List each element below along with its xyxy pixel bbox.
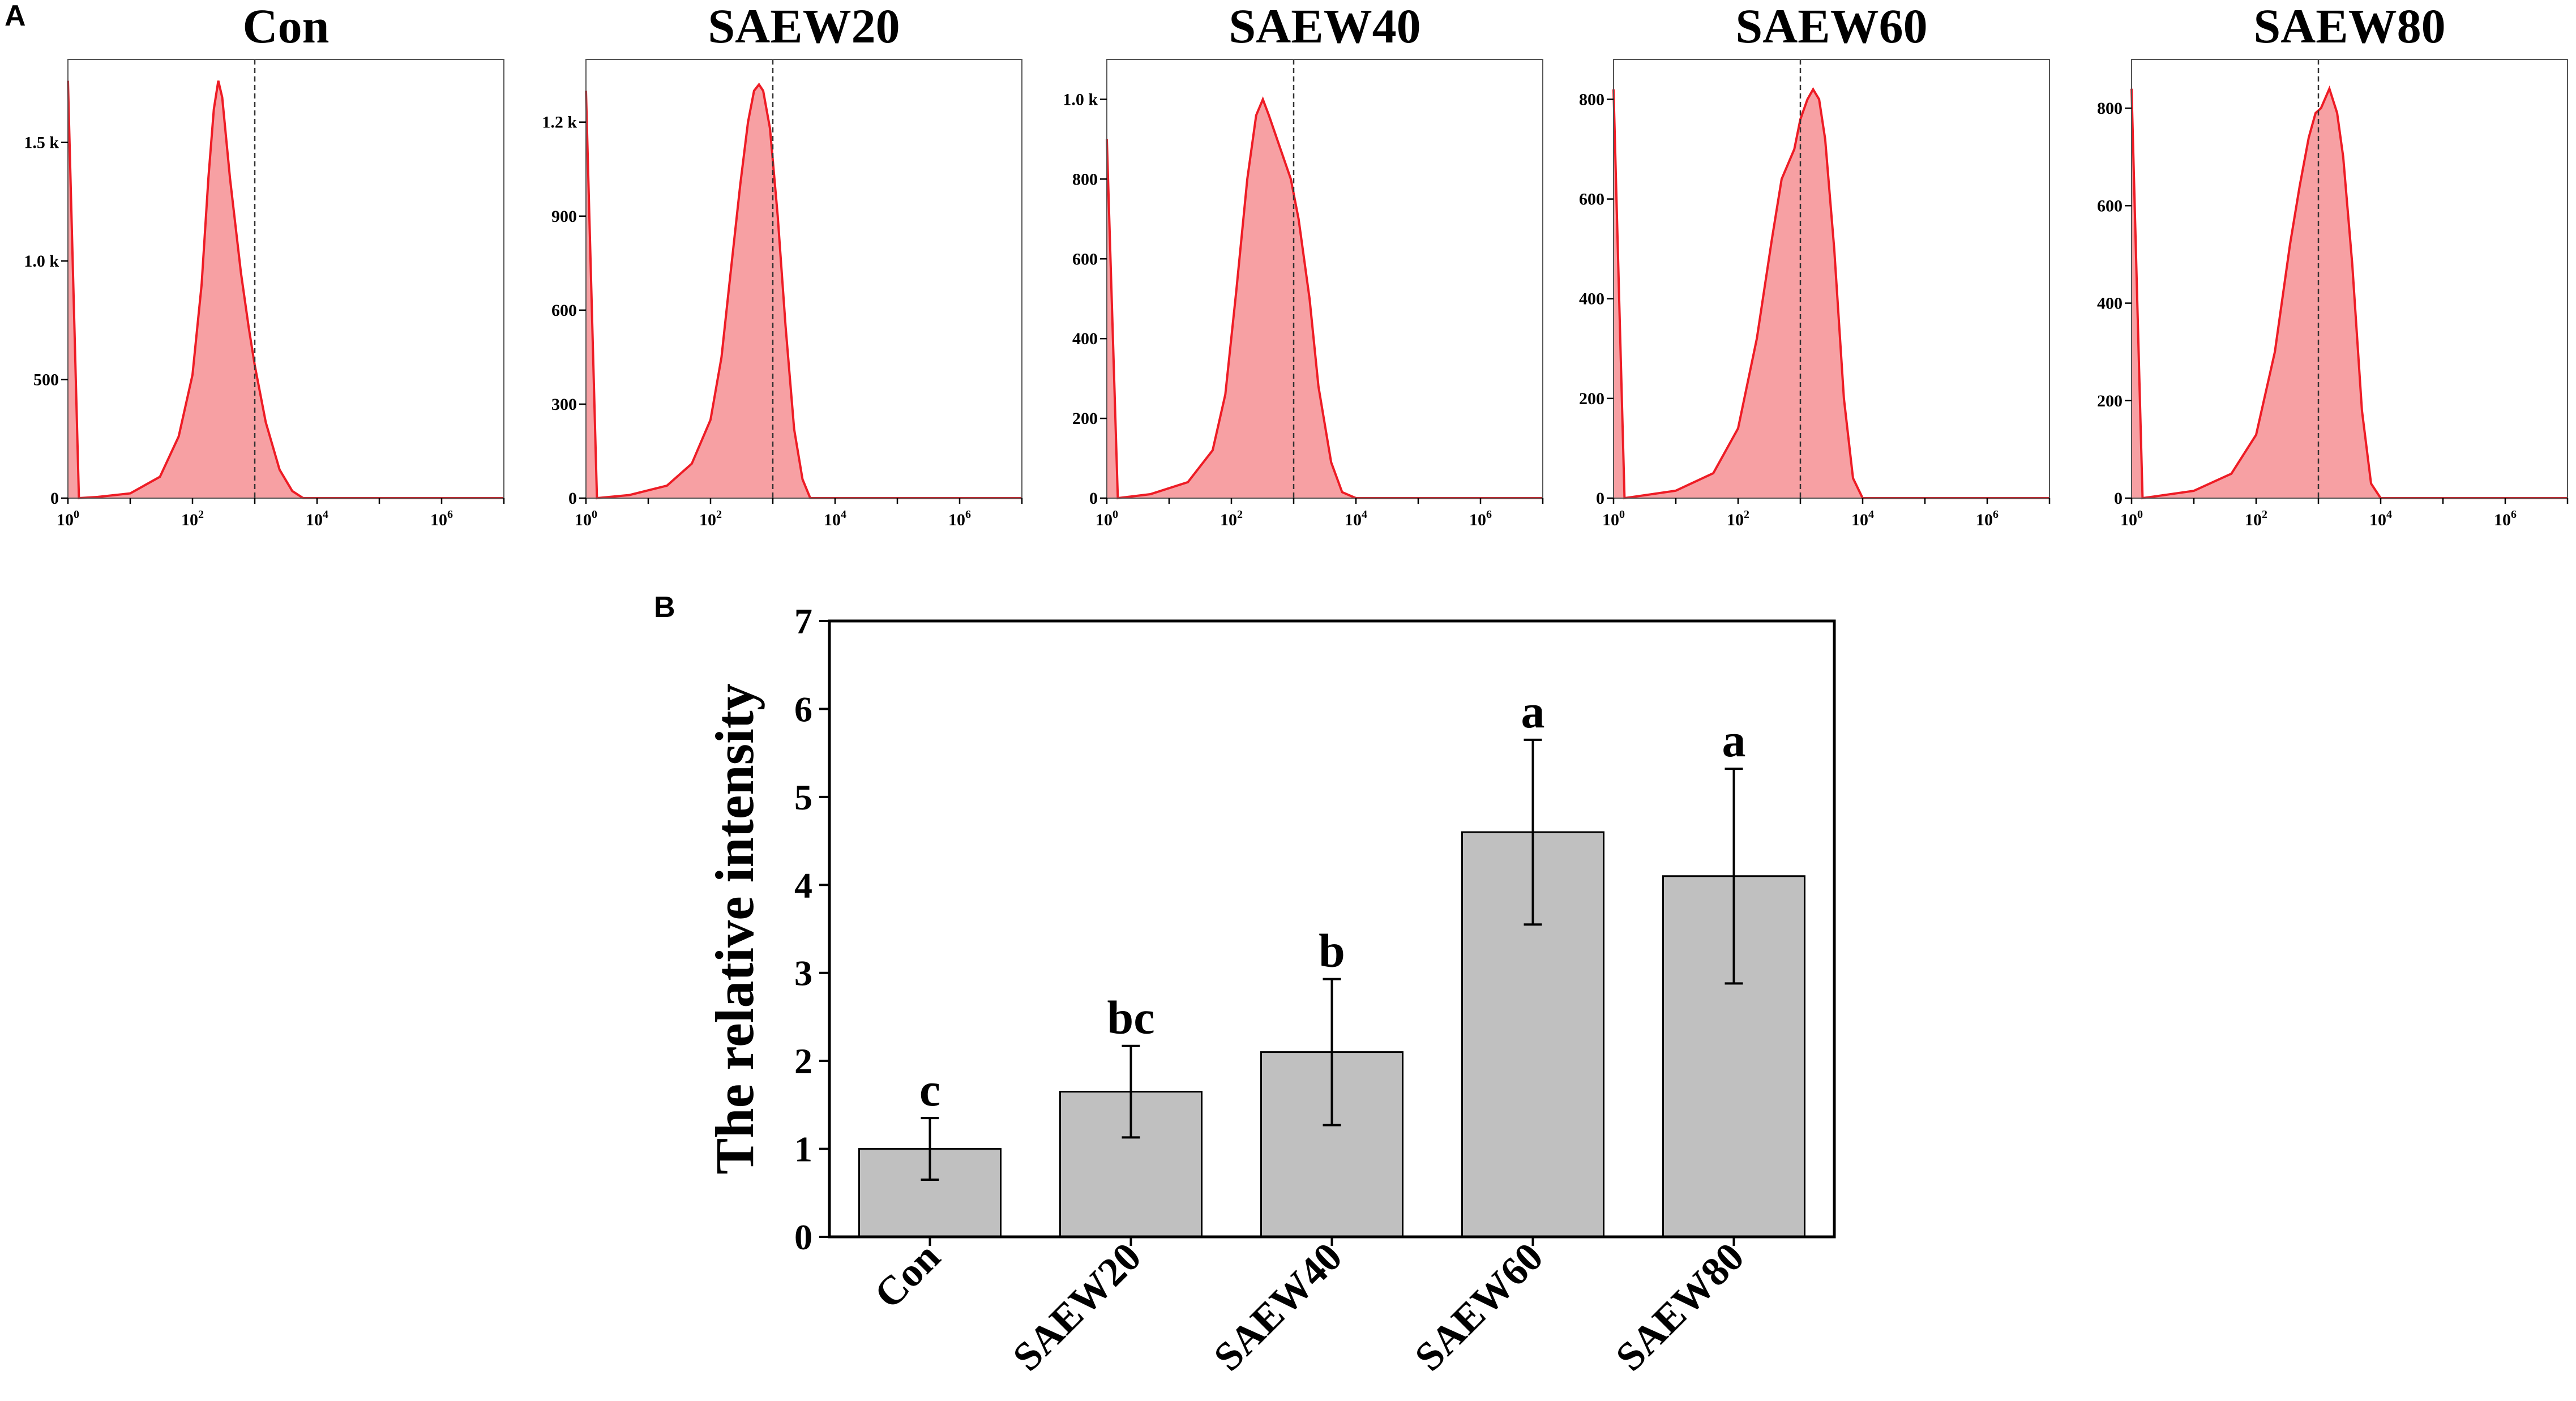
panel-b-label: B [654,591,675,624]
histogram-title: SAEW20 [708,0,900,53]
x-tick-label: 104 [306,508,328,529]
x-tick-label: 102 [181,508,204,529]
histogram-area [586,84,1022,499]
y-tick-label: 400 [2097,294,2123,313]
y-tick-label: 400 [1579,290,1604,309]
y-tick-label: 0 [568,489,577,508]
x-tick-label: 102 [1727,508,1749,529]
histogram-SAEW40: SAEW40 0 200 400 600 800 1.0 k 100 102 104 106 [1063,0,1544,529]
x-tick-label: 100 [57,508,79,529]
y-tick-label: 1.5 k [24,134,59,152]
histogram-area [68,80,504,498]
histogram-line [67,80,504,500]
histogram-SAEW60: SAEW60 0 200 400 600 800 100 102 104 106 [1579,0,2051,529]
x-tick-label: 106 [2494,508,2517,529]
bar-category-label: SAEW40 [1205,1234,1350,1379]
panel-a-label: A [5,0,26,32]
histogram-line [2130,85,2568,500]
histogram-title: SAEW60 [1735,0,1927,53]
bar-y-tick-label: 7 [794,601,812,641]
bar-y-tick-label: 1 [794,1129,812,1169]
bar-group-SAEW80: a SAEW80 [1607,714,1805,1379]
histogram-frame [2131,59,2568,499]
y-tick-label: 600 [551,301,577,320]
y-tick-label: 600 [2097,196,2123,215]
bar-y-tick-label: 4 [794,865,812,905]
y-tick-label: 400 [1072,329,1098,348]
bar-category-label: Con [866,1234,949,1317]
y-tick-label: 200 [1579,389,1604,408]
histogram-frame [1613,59,2050,499]
bar-group-Con: c Con [858,1064,1002,1317]
histogram-title: Con [243,0,330,53]
x-tick-label: 106 [1976,508,1999,529]
y-tick-label: 1.2 k [542,113,577,132]
significance-label: bc [1107,992,1155,1044]
y-tick-label: 800 [1072,170,1098,188]
histogram-line [1106,96,1543,500]
x-tick-label: 100 [575,508,597,529]
x-tick-label: 100 [1096,508,1118,529]
histogram-area [2132,88,2568,498]
histogram-title: SAEW40 [1229,0,1420,53]
x-tick-label: 104 [1851,508,1874,529]
x-tick-label: 104 [2369,508,2392,529]
significance-label: b [1319,925,1345,978]
histogram-area [1107,99,1543,498]
y-tick-label: 800 [1579,90,1604,109]
y-tick-label: 800 [2097,99,2123,118]
bar-y-tick-label: 6 [794,689,812,729]
histogram-title: SAEW80 [2253,0,2445,53]
x-tick-label: 100 [2120,508,2143,529]
histogram-SAEW80: SAEW80 0 200 400 600 800 100 102 104 106 [2097,0,2569,529]
histogram-Con: Con 0 500 1.0 k 1.5 k 100 102 104 106 [24,0,505,529]
y-tick-label: 600 [1579,190,1604,209]
y-tick-label: 0 [50,489,59,508]
y-tick-label: 0 [1596,489,1604,508]
bar-category-label: SAEW80 [1607,1234,1752,1379]
x-tick-label: 102 [2245,508,2267,529]
x-tick-label: 106 [948,508,971,529]
y-tick-label: 600 [1072,250,1098,268]
bar-group-SAEW40: b SAEW40 [1205,925,1403,1379]
bar-y-tick-label: 5 [794,777,812,817]
y-tick-label: 500 [33,371,59,389]
bar-category-label: SAEW20 [1004,1234,1149,1379]
y-tick-label: 1.0 k [24,252,59,271]
bar-y-tick-label: 3 [794,953,812,993]
bar-chart: 0 1 2 3 4 5 6 7 The relative intensity c Con bc SAEW… [704,601,1836,1379]
x-tick-label: 106 [430,508,453,529]
y-tick-label: 200 [2097,392,2123,410]
histogram-line [585,82,1022,500]
y-tick-label: 300 [551,395,577,414]
bar-y-axis-label: The relative intensity [704,683,765,1174]
histogram-frame [67,59,504,499]
significance-label: c [919,1064,940,1116]
y-tick-label: 1.0 k [1063,90,1098,109]
bar-group-SAEW60: a SAEW60 [1406,685,1604,1379]
x-tick-label: 100 [1602,508,1625,529]
x-tick-label: 104 [1345,508,1367,529]
x-tick-label: 102 [1220,508,1243,529]
histogram-area [1614,89,2049,499]
bar-category-label: SAEW60 [1406,1234,1551,1379]
bar-y-tick-label: 0 [794,1217,812,1257]
bar-y-tick-label: 2 [794,1041,812,1081]
x-tick-label: 104 [824,508,846,529]
x-tick-label: 102 [699,508,722,529]
histogram-frame [1106,59,1543,499]
histogram-SAEW20: SAEW20 0 300 600 900 1.2 k 100 102 104 106 [542,0,1023,529]
y-tick-label: 0 [2114,489,2123,508]
significance-label: a [1722,714,1746,767]
histogram-panels: Con 0 500 1.0 k 1.5 k 100 102 104 106 SAEW20 0 300 6… [24,0,2569,529]
bar-chart-frame [828,619,1836,1239]
x-tick-label: 106 [1469,508,1492,529]
y-tick-label: 0 [1089,489,1098,508]
bar-group-SAEW20: bc SAEW20 [1004,992,1203,1379]
significance-label: a [1521,685,1545,738]
y-tick-label: 200 [1072,409,1098,428]
y-tick-label: 900 [551,207,577,226]
histogram-frame [585,59,1022,499]
